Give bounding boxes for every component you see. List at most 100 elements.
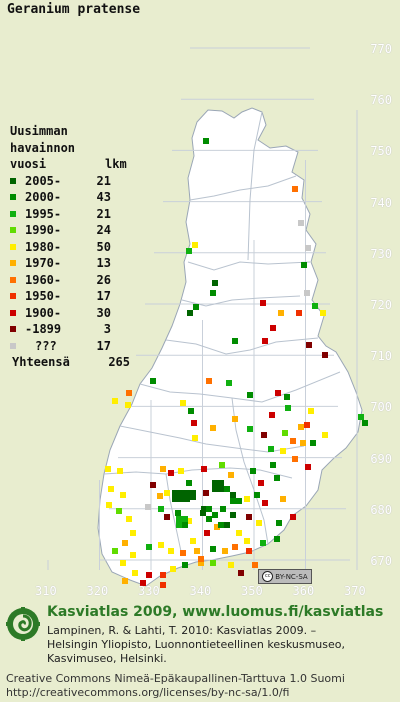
observation-square [186, 480, 192, 486]
observation-square [244, 496, 250, 502]
kasviatlas-logo-icon [6, 607, 40, 641]
observation-square [158, 542, 164, 548]
observation-square [206, 506, 212, 512]
legend-year: 2000- [25, 190, 62, 204]
legend-swatch [10, 309, 16, 316]
cc-badge[interactable]: cc BY-NC-SA [258, 569, 312, 584]
observation-square [198, 560, 204, 566]
legend-entry: ??? 17 [10, 338, 130, 355]
citation-line-1: Lampinen, R. & Lahti, T. 2010: Kasviatla… [47, 624, 317, 637]
observation-square [132, 570, 138, 576]
observation-square [268, 446, 274, 452]
observation-square [230, 492, 236, 498]
observation-square [312, 303, 318, 309]
legend-count: 21 [96, 173, 111, 188]
latitude-label: 700 [370, 400, 392, 415]
citation-line-2: Helsingin Yliopisto, Luonnontieteellinen… [47, 638, 345, 651]
legend-entry: 1995- 21 [10, 206, 130, 223]
observation-square [178, 496, 184, 502]
observation-square [290, 438, 296, 444]
observation-square [298, 220, 304, 226]
observation-square [130, 530, 136, 536]
observation-square [260, 540, 266, 546]
legend-swatch [10, 177, 16, 184]
observation-square [232, 338, 238, 344]
observation-square [184, 496, 190, 502]
observation-square [201, 506, 207, 512]
observation-square [192, 242, 198, 248]
observation-square [203, 138, 209, 144]
observation-square [247, 392, 253, 398]
latitude-label: 740 [370, 195, 392, 210]
latitude-label: 690 [370, 451, 392, 466]
legend-entry: 1990- 24 [10, 222, 130, 239]
legend-year: 1995- [25, 206, 62, 221]
observation-square [210, 560, 216, 566]
legend-total: Yhteensä 265 [10, 354, 130, 371]
latitude-label: 770 [370, 42, 392, 56]
legend-total-label: Yhteensä [12, 355, 70, 369]
observation-square [158, 506, 164, 512]
latitude-label: 720 [370, 298, 392, 312]
observation-square [236, 530, 242, 536]
legend-col-year: vuosi [10, 157, 47, 171]
observation-square [218, 522, 224, 528]
longitude-label: 330 [138, 584, 160, 598]
observation-square [306, 342, 312, 348]
legend-entry: 1960- 26 [10, 272, 130, 289]
citation: Lampinen, R. & Lahti, T. 2010: Kasviatla… [47, 624, 345, 666]
observation-square [206, 378, 212, 384]
observation-square [301, 262, 307, 268]
latitude-label: 750 [370, 144, 392, 159]
observation-square [117, 468, 123, 474]
observation-square [230, 512, 236, 518]
observation-square [198, 556, 204, 562]
longitude-label: 370 [344, 584, 366, 598]
atlas-link[interactable]: Kasviatlas 2009, www.luomus.fi/kasviatla… [47, 604, 384, 620]
observation-square [178, 490, 184, 496]
observation-square [298, 424, 304, 430]
legend-header: vuosi lkm [10, 156, 130, 173]
observation-square [130, 552, 136, 558]
observation-square [116, 508, 122, 514]
longitude-label: 310 [35, 584, 57, 598]
observation-square [182, 516, 188, 522]
observation-square [112, 398, 118, 404]
observation-square [190, 494, 196, 500]
legend-count: 26 [96, 272, 111, 287]
observation-square [160, 572, 166, 578]
observation-square [274, 536, 280, 542]
observation-square [190, 490, 196, 496]
observation-square [219, 462, 225, 468]
latitude-label: 760 [370, 93, 392, 108]
observation-square [157, 493, 163, 499]
legend-swatch [10, 210, 16, 217]
observation-square [212, 280, 218, 286]
observation-square [122, 540, 128, 546]
observation-square [269, 412, 275, 418]
observation-square [296, 310, 302, 316]
legend-swatch [10, 276, 16, 283]
observation-square [160, 466, 166, 472]
observation-square [210, 546, 216, 552]
legend-year: 1970- [25, 256, 62, 270]
legend-entry: 1970- 13 [10, 255, 130, 272]
legend-col-count: lkm [105, 157, 127, 171]
observation-square [218, 480, 224, 486]
observation-square [112, 548, 118, 554]
finland-map [47, 47, 368, 588]
legend-swatch [10, 293, 16, 300]
observation-square [187, 310, 193, 316]
legend-count: 43 [96, 190, 111, 204]
observation-square [191, 420, 197, 426]
observation-square [180, 550, 186, 556]
license-url[interactable]: http://creativecommons.org/licenses/by-n… [6, 686, 290, 699]
observation-square [270, 462, 276, 468]
observation-square [184, 490, 190, 496]
observation-square [194, 548, 200, 554]
legend-count: 50 [96, 239, 111, 254]
observation-square [200, 510, 206, 516]
observation-square [150, 378, 156, 384]
observation-square [224, 522, 230, 528]
legend-year: 1990- [25, 223, 62, 237]
